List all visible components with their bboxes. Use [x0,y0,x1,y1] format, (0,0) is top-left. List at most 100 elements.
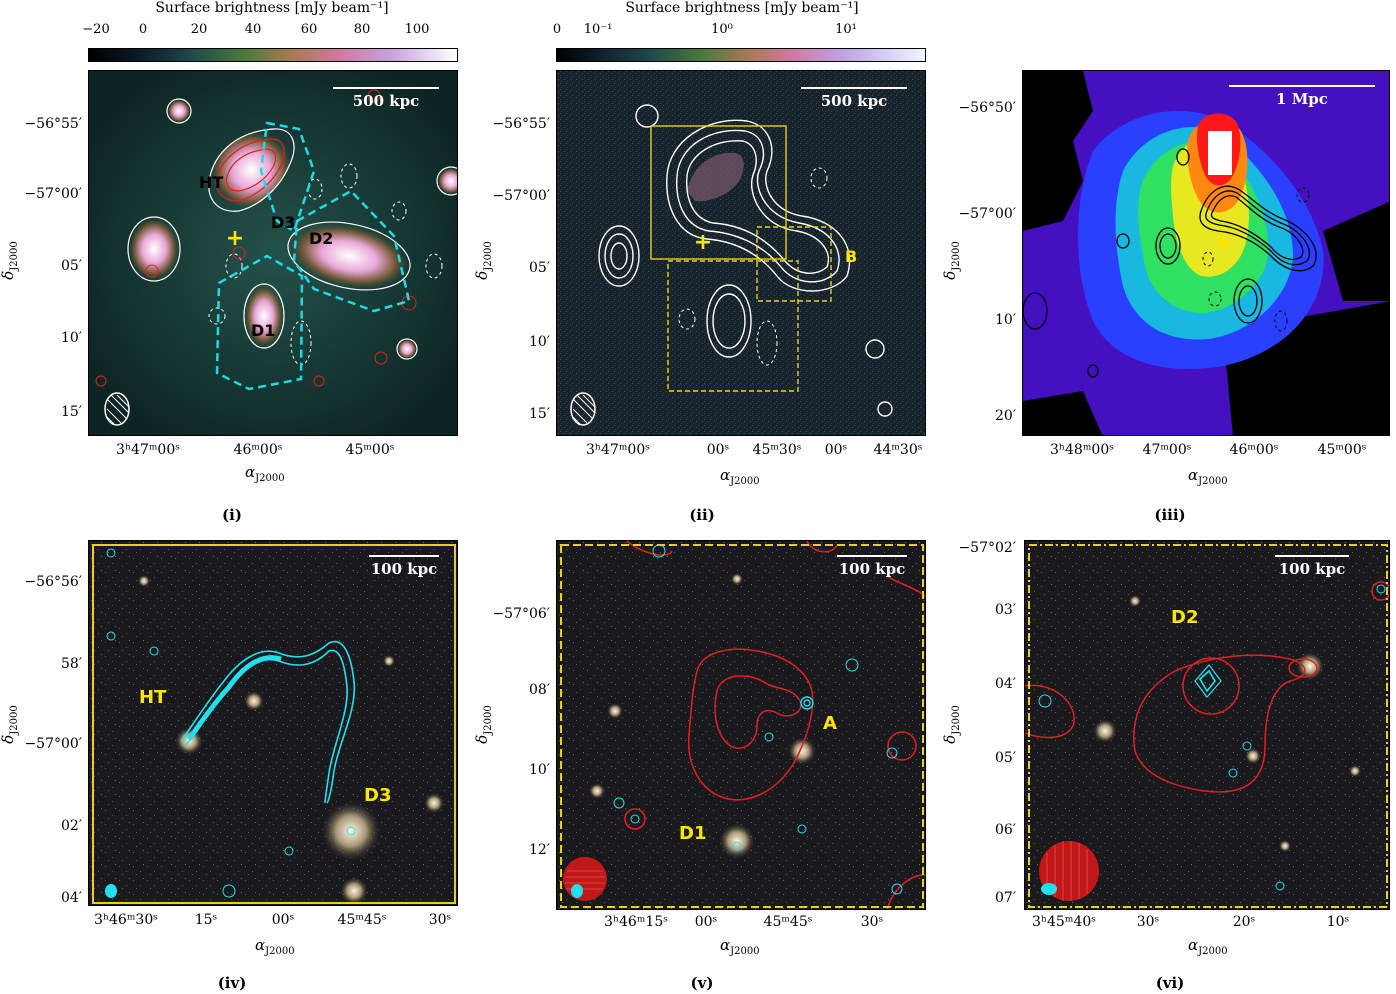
x-axis-label: αJ2000 [720,936,760,957]
xtick: 45ᵐ00ˢ [1317,442,1367,458]
y-axis-label: δJ2000 [472,241,494,280]
y-axis-label: δJ2000 [940,705,962,744]
colorbar-left-tick: 20 [190,22,208,37]
ytick: 10′ [995,312,1016,328]
ytick: 10′ [529,762,550,778]
ytick: 05′ [529,260,550,276]
colorbar-middle-tick: 10⁰ [711,22,733,37]
ytick: −57°00′ [958,206,1016,222]
ytick: −56°55′ [492,116,550,132]
y-axis-label: δJ2000 [0,705,20,744]
ytick: 02′ [61,818,82,834]
source-label-d3: D3 [271,213,296,232]
colorbar-left-tick: −20 [82,22,110,37]
source-label-d1: D1 [679,823,707,844]
x-axis-label: αJ2000 [1188,936,1228,957]
source-label-d2: D2 [309,229,334,248]
scale-bar-100kpc: 100 kpc [1275,555,1349,578]
source-label-a: A [823,713,837,734]
ytick: 10′ [529,334,550,350]
panel-label-vi: (vi) [1155,974,1185,992]
ytick: −57°00′ [24,186,82,202]
scale-bar-500kpc: 500 kpc [333,87,439,110]
colorbar-left-tick: 0 [138,22,148,37]
panel-iii-xray-map: 1 Mpc + [1022,70,1390,436]
ytick: 58′ [61,656,82,672]
xtick: 3ʰ47ᵐ00ˢ [116,442,180,458]
ytick: 12′ [529,842,550,858]
xtick: 3ʰ48ᵐ00ˢ [1050,442,1114,458]
ytick: −56°50′ [958,100,1016,116]
colorbar-left-tick: 40 [244,22,262,37]
colorbar-left-tick: 60 [300,22,318,37]
xtick: 3ʰ47ᵐ00ˢ [586,442,650,458]
xtick: 30ˢ [1136,914,1160,930]
xtick: 46ᵐ00ˢ [1229,442,1279,458]
ytick: 04′ [61,890,82,906]
panel-iv-optical-zoom: 100 kpc HT D3 [88,540,458,906]
panel-ii-optical-radio-map: 500 kpc B + [556,70,926,436]
panel-label-iii: (iii) [1154,506,1186,524]
xtick: 3ʰ46ᵐ15ˢ [604,914,668,930]
y-axis-label: δJ2000 [0,241,20,280]
ytick: −57°06′ [492,606,550,622]
panel-i-radio-map: 500 kpc HT D3 D2 D1 + [88,70,458,436]
panel-label-ii: (ii) [689,506,715,524]
xtick: 00ˢ [694,914,718,930]
xtick: 00ˢ [824,442,848,458]
ytick: −57°00′ [24,736,82,752]
ytick: 15′ [529,406,550,422]
xtick: 30ˢ [860,914,884,930]
scale-bar-500kpc: 500 kpc [801,87,907,110]
ytick: 05′ [995,750,1016,766]
source-label-ht: HT [199,173,224,192]
colorbar-middle-tick: 10⁻¹ [583,22,613,37]
panel-vi-optical-zoom: 100 kpc D2 [1024,540,1390,910]
ytick: −56°55′ [24,116,82,132]
x-axis-label: αJ2000 [720,466,760,487]
colorbar-middle [556,48,926,62]
xtick: 45ᵐ00ˢ [345,442,395,458]
cluster-center-marker: + [693,230,713,255]
colorbar-title-middle: Surface brightness [mJy beam⁻¹] [625,0,859,16]
ytick: 03′ [995,602,1016,618]
xtick: 3ʰ45ᵐ40ˢ [1032,914,1096,930]
xtick: 30ˢ [428,912,452,928]
ytick: −57°00′ [492,188,550,204]
xtick: 45ᵐ45ˢ [337,912,387,928]
ytick: 10′ [61,330,82,346]
xtick: 00ˢ [706,442,730,458]
ytick: 07′ [995,890,1016,906]
xtick: 44ᵐ30ˢ [873,442,923,458]
xtick: 3ʰ46ᵐ30ˢ [94,912,158,928]
colorbar-left-tick: 80 [353,22,371,37]
source-label-d3: D3 [364,785,392,806]
ytick: −57°02′ [958,540,1016,556]
xtick: 15ˢ [194,912,218,928]
colorbar-left [88,48,458,62]
ytick: 20′ [995,408,1016,424]
scale-bar-100kpc: 100 kpc [837,555,907,578]
scale-bar-100kpc: 100 kpc [369,555,439,578]
colorbar-left-tick: 100 [404,22,430,37]
xtick: 47ᵐ00ˢ [1142,442,1192,458]
source-label-b: B [845,247,858,266]
ytick: 04′ [995,676,1016,692]
y-axis-label: δJ2000 [940,241,962,280]
xtick: 10ˢ [1326,914,1350,930]
source-label-ht: HT [139,687,167,708]
xtick: 20ˢ [1232,914,1256,930]
colorbar-middle-tick: 10¹ [835,22,857,37]
colorbar-title-left: Surface brightness [mJy beam⁻¹] [155,0,389,16]
ytick: 06′ [995,822,1016,838]
colorbar-middle-tick: 0 [552,22,562,37]
ytick: 05′ [61,258,82,274]
cluster-center-marker: + [225,226,245,251]
y-axis-label: δJ2000 [472,705,494,744]
scale-bar-1mpc: 1 Mpc [1229,85,1375,108]
cluster-center-marker: + [1213,230,1233,255]
ytick: 15′ [61,404,82,420]
xtick: 46ᵐ00ˢ [233,442,283,458]
source-label-d2: D2 [1171,607,1199,628]
ytick: −56°56′ [24,574,82,590]
